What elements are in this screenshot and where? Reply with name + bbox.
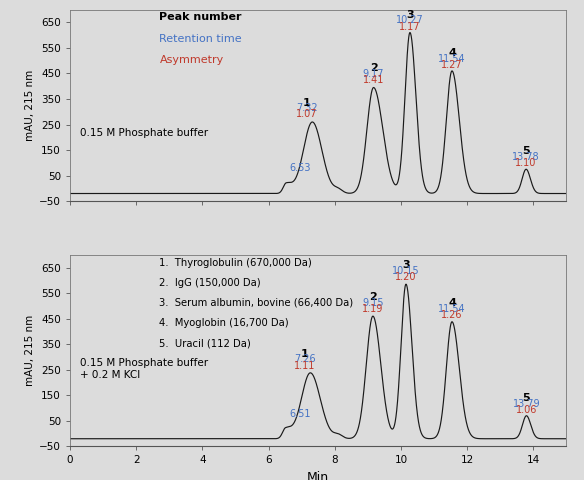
Text: 10.15: 10.15 bbox=[392, 266, 420, 276]
Text: 5.  Uracil (112 Da): 5. Uracil (112 Da) bbox=[159, 338, 251, 348]
Text: 4: 4 bbox=[448, 48, 456, 58]
X-axis label: Min: Min bbox=[307, 471, 329, 480]
Text: 7.26: 7.26 bbox=[294, 354, 316, 364]
Text: 11.54: 11.54 bbox=[438, 304, 466, 314]
Text: 9.17: 9.17 bbox=[363, 69, 384, 79]
Text: 3: 3 bbox=[402, 260, 410, 270]
Text: 5: 5 bbox=[522, 146, 530, 156]
Text: 1.27: 1.27 bbox=[441, 60, 463, 70]
Text: 1: 1 bbox=[301, 349, 309, 359]
Text: 3: 3 bbox=[406, 10, 413, 20]
Text: 0.15 M Phosphate buffer: 0.15 M Phosphate buffer bbox=[80, 128, 208, 138]
Text: 1.11: 1.11 bbox=[294, 361, 316, 371]
Text: 11.54: 11.54 bbox=[438, 54, 466, 64]
Text: 1.10: 1.10 bbox=[516, 158, 537, 168]
Text: 10.27: 10.27 bbox=[396, 15, 424, 25]
Text: 1: 1 bbox=[303, 98, 311, 108]
Text: 1.07: 1.07 bbox=[296, 109, 318, 120]
Text: 1.06: 1.06 bbox=[516, 405, 537, 415]
Text: 6.53: 6.53 bbox=[290, 163, 311, 173]
Text: 1.19: 1.19 bbox=[362, 304, 384, 314]
Text: 2: 2 bbox=[370, 63, 377, 73]
Text: 1.41: 1.41 bbox=[363, 75, 384, 85]
Y-axis label: mAU, 215 nm: mAU, 215 nm bbox=[25, 315, 35, 386]
Text: 5: 5 bbox=[523, 393, 530, 403]
Text: 13.79: 13.79 bbox=[513, 398, 540, 408]
Text: 9.15: 9.15 bbox=[362, 298, 384, 308]
Text: 1.  Thyroglobulin (670,000 Da): 1. Thyroglobulin (670,000 Da) bbox=[159, 258, 312, 268]
Text: 7.32: 7.32 bbox=[296, 103, 318, 113]
Text: Retention time: Retention time bbox=[159, 34, 242, 44]
Text: 2: 2 bbox=[369, 292, 377, 302]
Text: 3.  Serum albumin, bovine (66,400 Da): 3. Serum albumin, bovine (66,400 Da) bbox=[159, 298, 353, 308]
Text: 13.78: 13.78 bbox=[512, 152, 540, 162]
Text: 4: 4 bbox=[448, 299, 456, 309]
Text: 0.15 M Phosphate buffer
+ 0.2 M KCl: 0.15 M Phosphate buffer + 0.2 M KCl bbox=[80, 358, 208, 380]
Text: Peak number: Peak number bbox=[159, 12, 242, 23]
Text: 4.  Myoglobin (16,700 Da): 4. Myoglobin (16,700 Da) bbox=[159, 318, 289, 328]
Text: Asymmetry: Asymmetry bbox=[159, 55, 224, 65]
Text: 6.51: 6.51 bbox=[290, 409, 311, 419]
Text: 1.20: 1.20 bbox=[395, 272, 417, 282]
Text: 1.26: 1.26 bbox=[442, 311, 463, 321]
Text: 1.17: 1.17 bbox=[399, 22, 420, 32]
Text: 2.  IgG (150,000 Da): 2. IgG (150,000 Da) bbox=[159, 278, 261, 288]
Y-axis label: mAU, 215 nm: mAU, 215 nm bbox=[25, 70, 35, 141]
